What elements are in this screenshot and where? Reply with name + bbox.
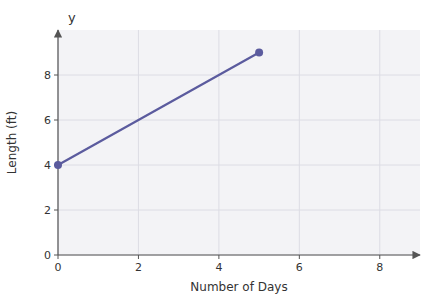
grid-line-y [58,165,420,166]
grid-line-x [138,30,139,255]
tick-label-x: 2 [135,261,142,274]
tick-label-y: 2 [44,204,51,217]
grid-line-x [299,30,300,255]
x-axis [58,254,420,255]
tick-label-y: 8 [44,69,51,82]
point [255,49,263,57]
tick-label-y: 4 [44,159,51,172]
y-axis [57,30,58,255]
grid-line-y [58,255,420,256]
tick-label-y: 6 [44,114,51,127]
x-axis-label: Number of Days [190,280,287,294]
tick-label-x: 4 [215,261,222,274]
tick-label-x: 8 [376,261,383,274]
tick-label-y: 0 [44,249,51,262]
grid-line-x [58,30,59,255]
chart: 0 2 4 6 8 0 2 4 6 8 Number of Days Length (ft) y [0,0,442,301]
grid-line-x [379,30,380,255]
plot-background [58,30,420,255]
point [54,161,62,169]
y-axis-label: Length (ft) [5,111,19,174]
annotation: y [68,10,76,25]
grid [58,30,420,255]
line [58,53,259,166]
grid-line-y [58,75,420,76]
tick-label-x: 6 [296,261,303,274]
tick-label-x: 0 [55,261,62,274]
series [54,49,263,170]
grid-line-x [218,30,219,255]
grid-line-y [58,120,420,121]
grid-line-y [58,210,420,211]
chart-container: 0 2 4 6 8 0 2 4 6 8 Number of Days Length (ft) y [0,0,442,301]
